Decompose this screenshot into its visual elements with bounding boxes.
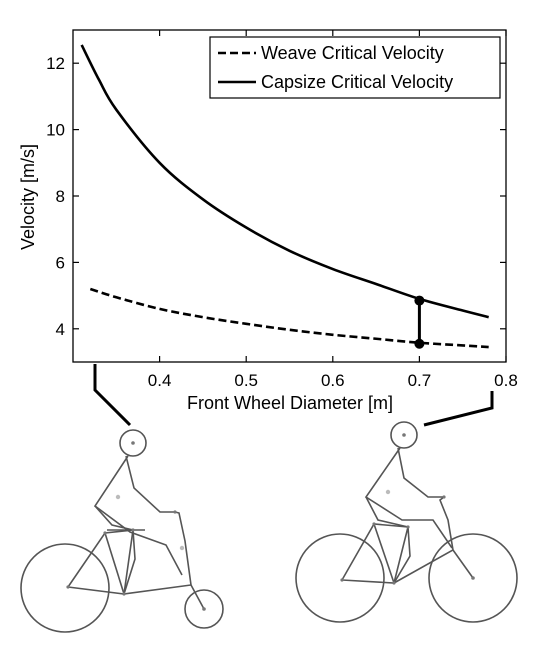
x-tick-label: 0.4 <box>148 371 172 390</box>
bicycle-right-illustration <box>296 422 517 622</box>
y-tick-label: 12 <box>46 54 65 73</box>
y-tick-label: 6 <box>56 253 65 272</box>
callout-right <box>424 391 492 425</box>
x-axis-label: Front Wheel Diameter [m] <box>187 393 393 413</box>
x-tick-label: 0.7 <box>408 371 432 390</box>
y-tick-label: 4 <box>56 320 65 339</box>
bicycle-left-illustration <box>21 430 223 632</box>
legend-label-weave: Weave Critical Velocity <box>261 43 444 63</box>
left-rear-wheel <box>21 544 109 632</box>
y-tick-label: 8 <box>56 187 65 206</box>
right-rear-wheel <box>296 534 384 622</box>
left-rider <box>95 456 182 575</box>
highlight-point-weave <box>414 339 424 349</box>
chart: 0.4 0.5 0.6 0.7 0.8 4 6 8 10 12 Front Wheel Diame… <box>18 30 518 413</box>
x-tick-label: 0.6 <box>321 371 345 390</box>
x-tick-label: 0.5 <box>234 371 258 390</box>
y-axis-label: Velocity [m/s] <box>18 144 38 250</box>
legend-label-capsize: Capsize Critical Velocity <box>261 72 453 92</box>
highlight-point-capsize <box>414 296 424 306</box>
right-frame <box>342 524 408 583</box>
legend: Weave Critical Velocity Capsize Critical… <box>210 37 500 98</box>
y-tick-label: 10 <box>46 121 65 140</box>
x-tick-label: 0.8 <box>494 371 518 390</box>
callout-left <box>95 364 130 425</box>
